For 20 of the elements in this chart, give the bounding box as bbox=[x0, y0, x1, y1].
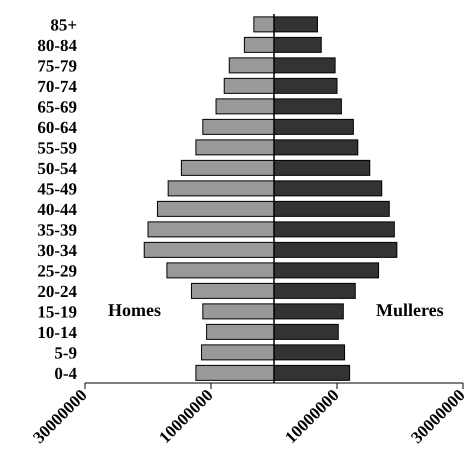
y-tick-label: 80-84 bbox=[37, 36, 78, 55]
series-label: Homes bbox=[108, 300, 161, 321]
y-tick-label: 40-44 bbox=[37, 200, 78, 219]
y-tick-label: 75-79 bbox=[37, 56, 77, 76]
y-tick-label: 35-39 bbox=[37, 220, 77, 240]
y-tick-label: 10-14 bbox=[37, 322, 78, 342]
y-tick-label: 25-29 bbox=[37, 261, 77, 280]
y-tick-label: 20-24 bbox=[37, 282, 78, 301]
y-tick-label: 50-54 bbox=[37, 158, 78, 178]
y-tick-label: 60-64 bbox=[37, 118, 78, 137]
y-tick-label: 0-4 bbox=[54, 364, 78, 383]
y-tick-label: 30-34 bbox=[37, 240, 78, 260]
y-tick-label: 5-9 bbox=[54, 343, 77, 362]
y-tick-label: 15-19 bbox=[37, 302, 77, 322]
y-tick-label: 55-59 bbox=[37, 138, 77, 158]
y-tick-label: 45-49 bbox=[37, 179, 77, 198]
y-tick-label: 85+ bbox=[50, 15, 77, 34]
y-tick-label: 65-69 bbox=[37, 97, 77, 116]
y-tick-label: 70-74 bbox=[37, 76, 78, 96]
series-label: Mulleres bbox=[376, 300, 444, 321]
